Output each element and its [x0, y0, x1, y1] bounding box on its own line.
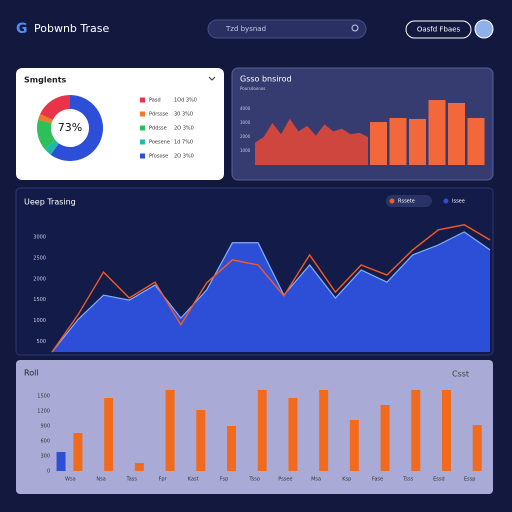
x-tick-label: Tsso — [248, 477, 260, 483]
legend-label: Pasd — [149, 98, 161, 104]
header-button[interactable] — [405, 20, 472, 39]
legend-label: Rssete — [398, 199, 415, 205]
header-button-label: Oasfd Fbaes — [417, 26, 461, 34]
bar — [389, 117, 407, 165]
bar — [165, 390, 175, 471]
x-tick-label: Fsp — [220, 477, 229, 483]
donut-segment — [50, 95, 104, 162]
y-tick-label: 500 — [36, 339, 46, 345]
bar — [227, 426, 236, 471]
legend-dot — [443, 198, 449, 204]
bar — [448, 102, 465, 165]
area-outline — [51, 231, 491, 353]
legend-swatch — [140, 97, 145, 103]
legend-label: Poesene — [149, 140, 170, 146]
legend-detail: 2O 3%0 — [174, 126, 194, 132]
filter-label: Csst — [452, 370, 469, 379]
bar — [196, 410, 206, 471]
area — [255, 118, 368, 165]
bar — [472, 425, 482, 471]
bar — [428, 100, 446, 165]
donut-segment — [44, 140, 59, 155]
x-tick-label: Essp — [464, 477, 476, 483]
bar — [134, 463, 144, 471]
y-tick-label: 3000 — [33, 234, 46, 240]
bar — [319, 390, 329, 471]
donut-segment — [37, 119, 56, 150]
x-tick-label: Fpr — [158, 477, 167, 483]
y-tick-label: 600 — [40, 439, 50, 445]
y-tick-label: 0 — [47, 469, 50, 475]
donut-center: 73% — [58, 121, 82, 134]
legend-swatch — [140, 139, 145, 145]
legend-detail: 2O 3%0 — [174, 154, 194, 160]
bar — [257, 390, 267, 471]
bar — [409, 118, 426, 165]
x-tick-label: Fase — [372, 477, 383, 483]
bar — [467, 117, 485, 165]
bar — [56, 452, 66, 471]
legend-label: Issee — [452, 199, 465, 205]
area — [52, 231, 490, 352]
legend-pill — [386, 195, 432, 207]
card-title: Roll — [24, 369, 39, 378]
x-tick-label: Ksp — [342, 477, 351, 483]
y-tick-label: 2500 — [33, 255, 46, 261]
search-icon — [351, 24, 359, 32]
legend-label: Pfosose — [149, 154, 168, 160]
chevron[interactable] — [208, 76, 216, 81]
card-subtitle: Poorsdoonos — [240, 86, 265, 91]
bar — [411, 390, 421, 471]
donut-segment — [38, 113, 53, 124]
y-tick-label: 2000 — [240, 134, 251, 139]
legend-swatch — [140, 111, 145, 117]
x-tick-label: Tsss — [402, 477, 413, 483]
card-title: Gsso bnsirod — [240, 75, 292, 84]
legend-detail: 1Od 3%0 — [174, 98, 197, 104]
legend-dot — [389, 198, 395, 204]
logo: G — [16, 21, 28, 37]
bar — [104, 398, 114, 471]
legend-label: Pdrssse — [149, 112, 168, 118]
bar — [370, 122, 387, 165]
y-tick-label: 4000 — [240, 106, 251, 111]
search-box[interactable] — [207, 19, 367, 39]
y-tick-label: 900 — [40, 424, 50, 430]
y-tick-label: 2000 — [33, 276, 46, 282]
card-title: Ueep Trasing — [24, 198, 76, 207]
x-tick-label: Wsa — [65, 477, 76, 483]
y-tick-label: 1000 — [240, 148, 251, 153]
legend-detail: 30 3%0 — [174, 112, 193, 118]
x-tick-label: Nsa — [96, 477, 105, 483]
legend-label: Pddsse — [149, 126, 167, 132]
app-title: Pobwnb Trase — [34, 22, 109, 35]
legend-swatch — [140, 125, 145, 131]
y-tick-label: 1200 — [37, 409, 50, 415]
bar — [442, 390, 451, 471]
donut-segment — [40, 95, 70, 120]
x-tick-label: Essd — [433, 477, 445, 483]
y-tick-label: 1000 — [33, 318, 46, 324]
y-tick-label: 1500 — [37, 394, 50, 400]
x-tick-label: Tass — [126, 477, 138, 483]
legend-swatch — [140, 153, 145, 159]
bar — [288, 398, 298, 471]
bar-card — [16, 360, 493, 494]
card-title: Smglents — [24, 76, 67, 85]
x-tick-label: Pssee — [278, 477, 292, 483]
y-tick-label: 300 — [40, 454, 50, 460]
x-tick-label: Kast — [188, 477, 199, 483]
bar — [380, 405, 390, 471]
line — [51, 224, 491, 353]
x-tick-label: Msa — [311, 477, 321, 483]
bar — [349, 420, 359, 471]
y-tick-label: 1500 — [33, 297, 46, 303]
legend-detail: 1d 7%0 — [174, 140, 193, 146]
y-tick-label: 3000 — [240, 120, 251, 125]
search-placeholder: Tzd bysnad — [225, 25, 266, 33]
avatar[interactable] — [474, 19, 494, 39]
bar — [73, 433, 83, 471]
